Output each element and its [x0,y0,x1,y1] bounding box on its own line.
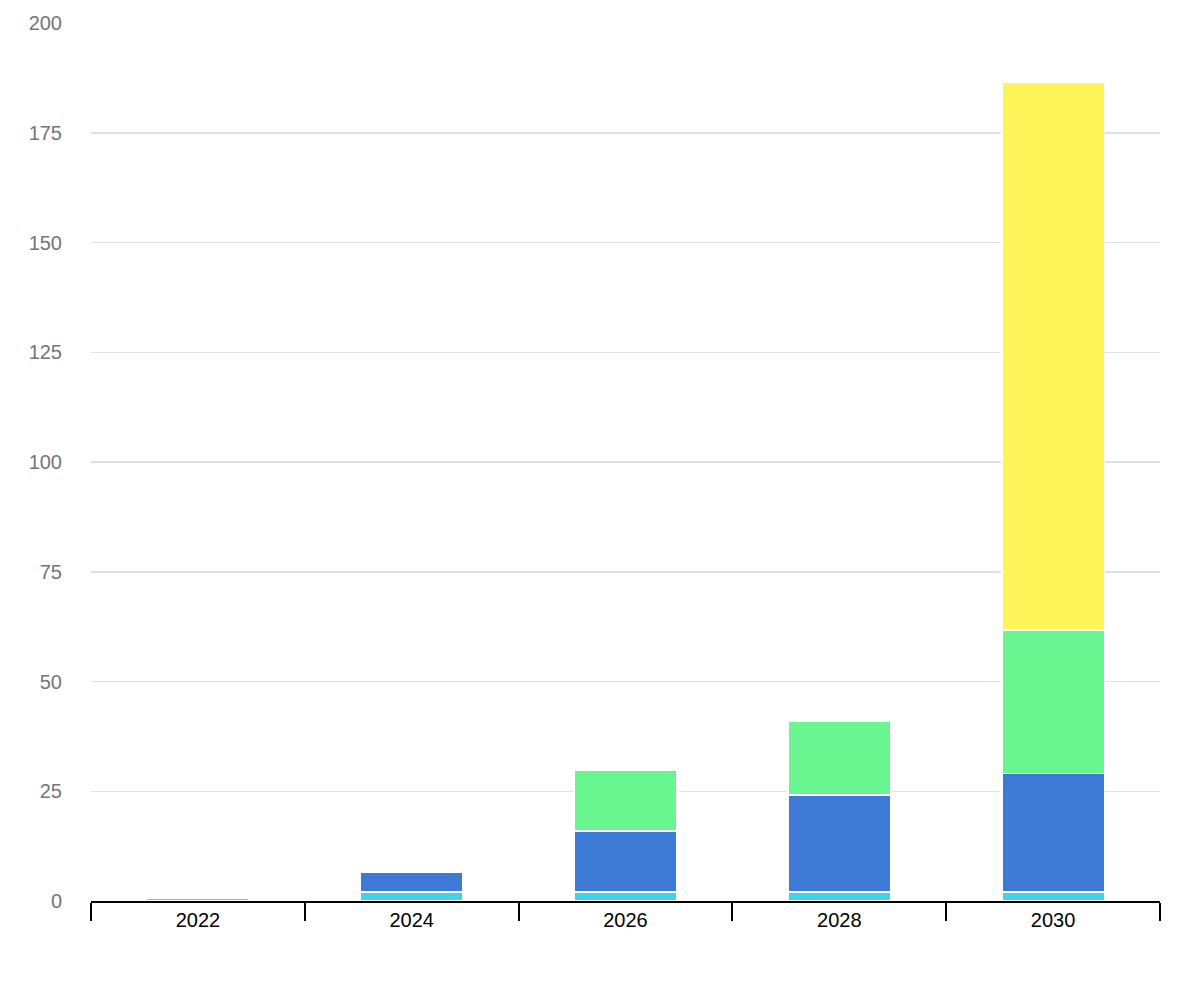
svg-text:2022: 2022 [176,909,221,931]
svg-text:2026: 2026 [603,909,648,931]
svg-text:100: 100 [29,451,62,473]
svg-text:175: 175 [29,122,62,144]
svg-text:2024: 2024 [389,909,434,931]
svg-text:75: 75 [40,561,62,583]
svg-text:150: 150 [29,232,62,254]
svg-text:0: 0 [51,890,62,912]
svg-text:2028: 2028 [817,909,862,931]
svg-text:25: 25 [40,780,62,802]
svg-text:200: 200 [29,12,62,34]
svg-text:125: 125 [29,341,62,363]
svg-text:50: 50 [40,671,62,693]
svg-text:2030: 2030 [1031,909,1076,931]
